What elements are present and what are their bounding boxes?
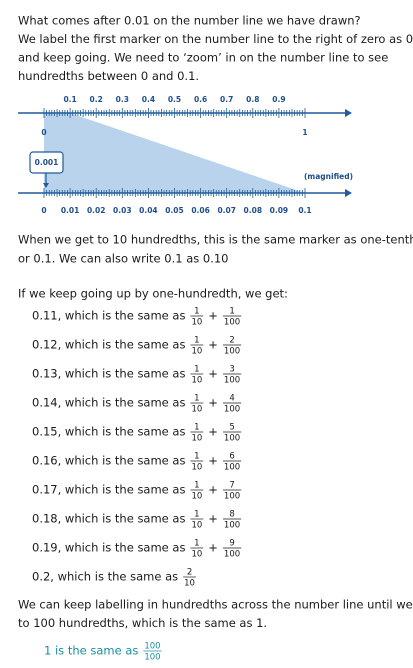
numerator: 1 (194, 394, 199, 404)
row-text: 0.16, which is the same as (32, 454, 185, 468)
operator: + (208, 367, 218, 381)
denominator: 100 (224, 318, 240, 328)
bottom-label: 0 (41, 206, 46, 215)
numerator: 1 (229, 307, 234, 317)
text-line: or 0.1. We can also write 0.1 as 0.10 (18, 252, 229, 266)
arrow (345, 189, 352, 197)
numerator: 5 (229, 423, 234, 433)
numerator: 1 (194, 423, 199, 433)
operator: + (208, 454, 218, 468)
denominator: 100 (224, 550, 240, 560)
arrow (43, 183, 49, 188)
arrow (345, 109, 352, 117)
numerator: 4 (229, 394, 234, 404)
bottom-label: 0.01 (61, 206, 80, 215)
denominator: 10 (184, 579, 195, 589)
callout-label: 0.001 (35, 158, 59, 167)
zoom-shade (44, 113, 305, 193)
magnified-label: (magnified) (304, 172, 353, 181)
row-text: 0.11, which is the same as (32, 309, 185, 323)
denominator: 10 (191, 376, 202, 386)
numerator: 1 (194, 452, 199, 462)
row-text: 0.19, which is the same as (32, 541, 185, 555)
denominator: 100 (224, 347, 240, 357)
final-text: 1 is the same as (44, 644, 138, 658)
top-label: 0.1 (63, 95, 76, 104)
row-text: 0.2, which is the same as (32, 570, 178, 584)
top-label: 0.8 (246, 95, 259, 104)
denominator: 100 (224, 434, 240, 444)
denominator: 100 (224, 492, 240, 502)
text-line: What comes after 0.01 on the number line… (18, 14, 361, 28)
ticks (43, 108, 306, 198)
top-label: 0.6 (194, 95, 207, 104)
bottom-label: 0.09 (270, 206, 289, 215)
lead: If we keep going up by one-hundredth, we… (18, 287, 288, 301)
text-line: hundredths between 0 and 0.1. (18, 69, 199, 83)
numerator: 1 (194, 539, 199, 549)
top-label: 0.4 (142, 95, 155, 104)
denominator: 10 (191, 492, 202, 502)
operator: + (208, 541, 218, 555)
row-text: 0.13, which is the same as (32, 367, 185, 381)
bottom-label: 0.1 (298, 206, 311, 215)
operator: + (208, 309, 218, 323)
numerator: 8 (229, 510, 234, 520)
operator: + (208, 425, 218, 439)
numerator: 1 (194, 510, 199, 520)
text-line: and keep going. We need to ‘zoom’ in on … (18, 51, 388, 65)
numerator: 2 (229, 336, 234, 346)
bottom-label: 0.02 (87, 206, 106, 215)
operator: + (208, 483, 218, 497)
bottom-label: 0.04 (139, 206, 158, 215)
row-text: 0.15, which is the same as (32, 425, 185, 439)
row-text: 0.17, which is the same as (32, 483, 185, 497)
bottom-label: 0.06 (191, 206, 210, 215)
numerator: 9 (229, 539, 234, 549)
top-label: 0.2 (90, 95, 103, 104)
denominator: 10 (191, 463, 202, 473)
numerator: 2 (187, 568, 192, 578)
top-label: 0 (41, 128, 46, 137)
denominator: 10 (191, 347, 202, 357)
row-text: 0.14, which is the same as (32, 396, 185, 410)
bottom-label: 0.05 (165, 206, 184, 215)
denominator: 100 (224, 463, 240, 473)
denominator: 10 (191, 434, 202, 444)
text-line: When we get to 10 hundredths, this is th… (18, 233, 413, 247)
top-label: 0.7 (220, 95, 233, 104)
operator: + (208, 338, 218, 352)
operator: + (208, 396, 218, 410)
bottom-label: 0.03 (113, 206, 132, 215)
bottom-label: 0.08 (244, 206, 263, 215)
numerator: 3 (229, 365, 234, 375)
numerator: 1 (194, 365, 199, 375)
top-label: 1 (302, 128, 307, 137)
denominator: 10 (191, 318, 202, 328)
numerator: 1 (194, 336, 199, 346)
text-line: We can keep labelling in hundredths acro… (18, 598, 413, 612)
denominator: 100 (224, 376, 240, 386)
numerator: 1 (194, 307, 199, 317)
top-label: 0.9 (272, 95, 285, 104)
numerator: 1 (194, 481, 199, 491)
bottom-label: 0.07 (217, 206, 236, 215)
text-line: We label the first marker on the number … (18, 32, 413, 46)
denominator: 10 (191, 405, 202, 415)
numerator: 100 (144, 642, 160, 652)
text-line: to 100 hundredths, which is the same as … (18, 616, 267, 630)
denominator: 100 (144, 653, 160, 663)
row-text: 0.18, which is the same as (32, 512, 185, 526)
numerator: 6 (229, 452, 234, 462)
row-text: 0.12, which is the same as (32, 338, 185, 352)
numerator: 7 (229, 481, 234, 491)
top-label: 0.3 (116, 95, 129, 104)
operator: + (208, 512, 218, 526)
denominator: 10 (191, 521, 202, 531)
denominator: 100 (224, 405, 240, 415)
top-label: 0.5 (168, 95, 181, 104)
denominator: 10 (191, 550, 202, 560)
denominator: 100 (224, 521, 240, 531)
